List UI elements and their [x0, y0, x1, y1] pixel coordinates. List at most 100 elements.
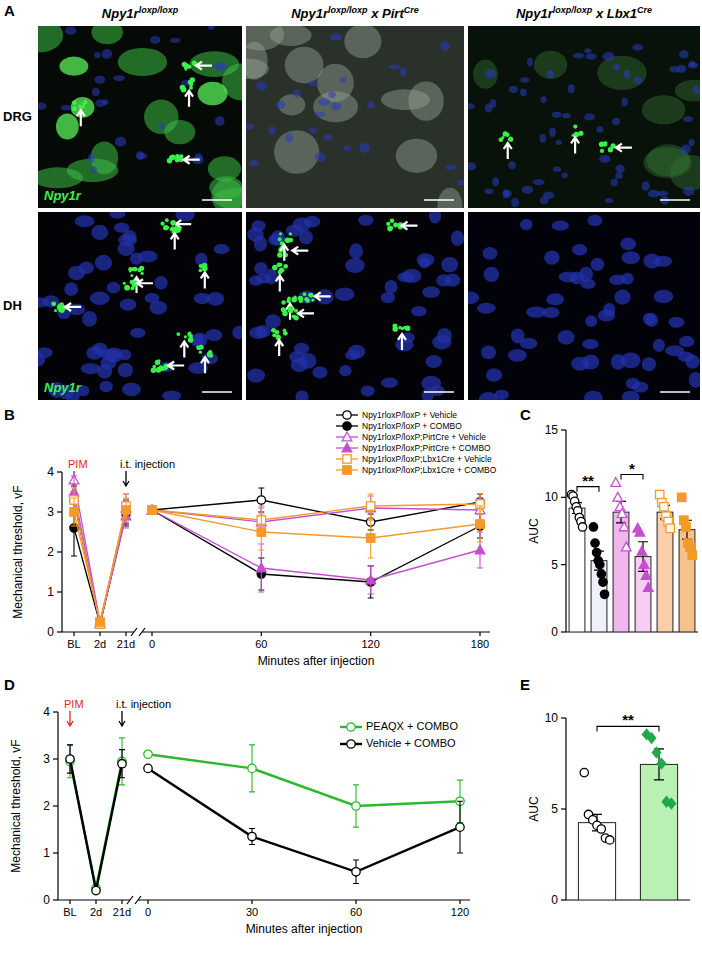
y-tick-label: 2	[43, 799, 50, 813]
pointer-arrow	[184, 156, 200, 164]
y-tick	[561, 497, 566, 498]
nucleus	[468, 291, 479, 304]
nucleus	[623, 70, 630, 78]
nucleus	[217, 63, 228, 71]
nucleus	[309, 127, 316, 133]
data-point	[352, 802, 360, 810]
nucleus	[91, 166, 97, 173]
nucleus	[520, 219, 532, 230]
x-tick-label: 2d	[90, 906, 102, 918]
y-tick	[57, 631, 62, 632]
x-tick	[121, 900, 122, 904]
x-axis	[58, 899, 130, 900]
legend-marker	[347, 740, 355, 748]
y-tick	[53, 758, 58, 759]
nucleus	[107, 282, 121, 294]
puncta	[278, 237, 282, 241]
x-tick	[459, 900, 460, 904]
puncta	[140, 272, 143, 275]
nucleus	[599, 155, 611, 163]
puncta	[574, 132, 580, 138]
puncta	[282, 308, 287, 313]
nucleus	[558, 330, 575, 345]
nucleus	[170, 38, 180, 43]
nucleus	[109, 212, 125, 219]
y-tick	[57, 551, 62, 552]
pointer-arrow	[196, 62, 212, 70]
puncta	[281, 300, 285, 304]
x-tick	[69, 900, 70, 904]
nucleus	[330, 33, 342, 41]
puncta	[279, 232, 282, 235]
puncta	[129, 270, 132, 273]
x-tick-label: 21d	[117, 638, 135, 650]
nucleus	[440, 41, 450, 51]
nucleus	[64, 282, 78, 296]
row-label: DRG	[3, 109, 32, 124]
puncta	[199, 269, 203, 273]
nucleus	[612, 118, 620, 126]
x-tick	[479, 632, 480, 636]
nucleus	[349, 243, 363, 259]
x-tick-label: 30	[246, 906, 258, 918]
x-axis	[142, 631, 490, 632]
micrograph	[38, 26, 242, 208]
nucleus	[632, 44, 642, 51]
data-point	[589, 523, 597, 531]
soma	[274, 130, 319, 174]
puncta	[190, 77, 195, 82]
puncta	[285, 237, 291, 243]
nucleus	[130, 253, 143, 265]
nucleus	[598, 310, 616, 322]
x-tick	[95, 900, 96, 904]
nucleus	[367, 101, 374, 109]
nucleus	[65, 26, 76, 34]
nucleus	[175, 212, 194, 222]
nucleus	[509, 86, 518, 93]
nucleus	[115, 137, 126, 147]
data-point	[600, 590, 608, 598]
nucleus	[679, 50, 689, 58]
nucleus	[603, 52, 615, 61]
y-axis-title: AUC	[527, 518, 541, 544]
nucleus	[289, 351, 305, 363]
data-point	[611, 478, 621, 487]
pointer-arrow	[180, 341, 188, 357]
nucleus	[299, 230, 313, 244]
x-tick	[99, 632, 100, 636]
nucleus	[61, 105, 71, 110]
nucleus	[468, 162, 476, 170]
y-tick-label: 1	[43, 846, 50, 860]
pointer-arrow	[504, 143, 512, 159]
data-point	[678, 493, 686, 501]
data-point	[456, 823, 464, 831]
scale-bar	[202, 391, 232, 393]
puncta	[152, 365, 156, 369]
header-part: Cre	[637, 5, 652, 15]
figure: ANpy1rloxp/loxpNpy1rloxp/loxp x PirtCreN…	[0, 0, 702, 965]
puncta	[187, 333, 191, 337]
nucleus	[118, 349, 131, 360]
plot-area	[66, 738, 464, 895]
nucleus	[232, 326, 242, 339]
nucleus	[298, 290, 315, 303]
nucleus	[688, 139, 694, 146]
puncta	[207, 352, 213, 358]
nucleus	[457, 180, 464, 186]
y-axis-title: Mechanical threshold, vF	[9, 739, 23, 872]
x-tick-label: 60	[255, 638, 267, 650]
nucleus	[102, 99, 109, 105]
micrograph	[38, 212, 242, 400]
nucleus	[616, 164, 625, 173]
nucleus	[543, 192, 555, 200]
data-point	[597, 825, 605, 833]
pointer-arrow	[315, 292, 331, 300]
legend-marker	[342, 443, 352, 452]
nucleus	[621, 352, 641, 368]
y-tick	[53, 805, 58, 806]
puncta	[283, 264, 288, 269]
pointer-arrow	[201, 357, 209, 373]
nucleus	[609, 275, 626, 285]
puncta	[281, 307, 286, 312]
nucleus	[335, 287, 355, 301]
